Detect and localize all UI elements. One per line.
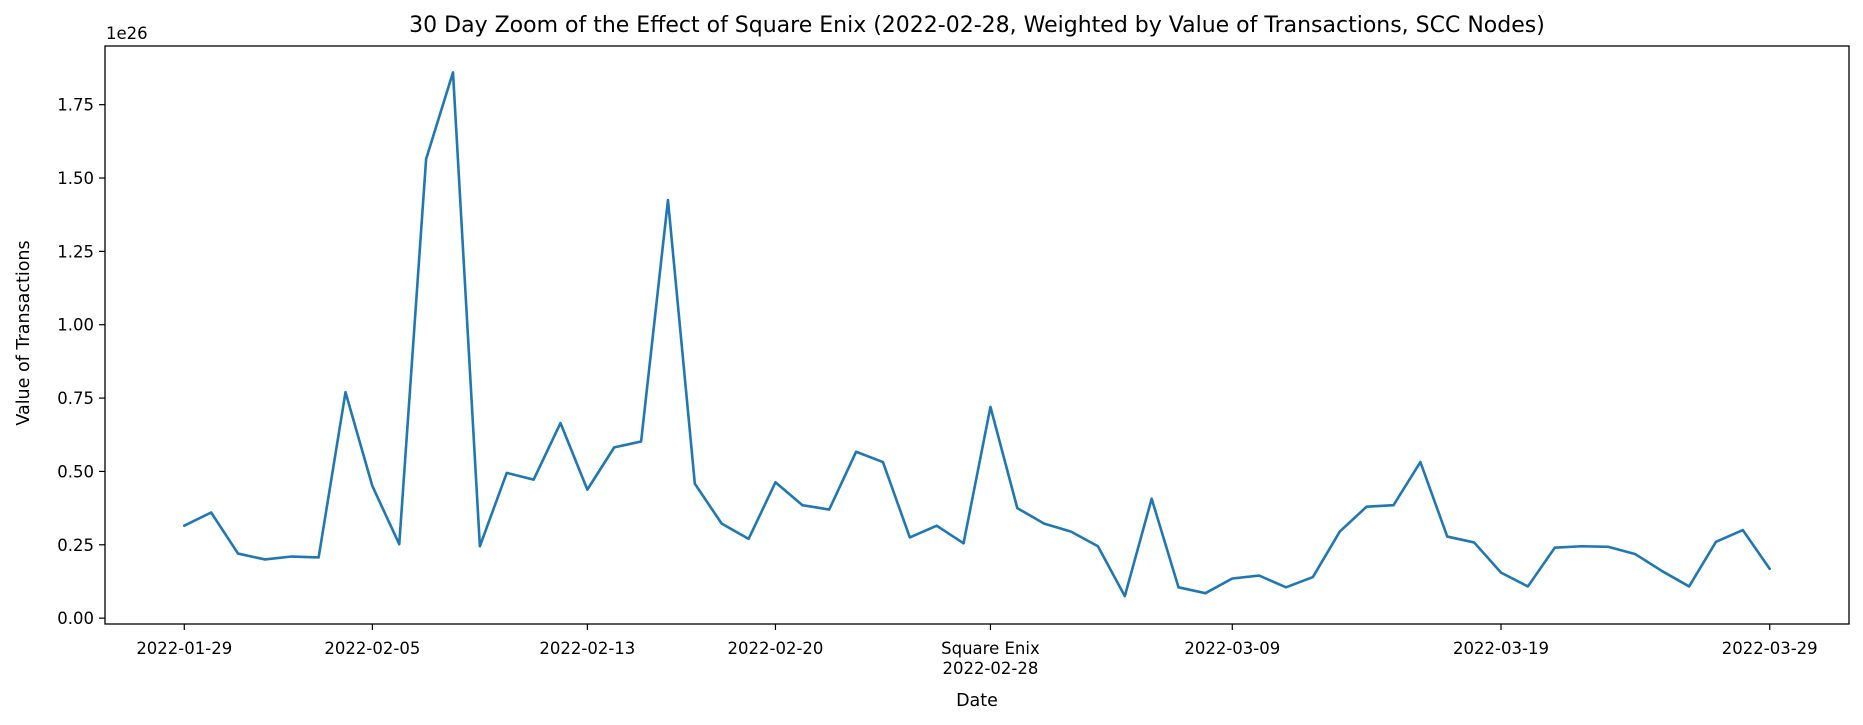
- x-tick-label: 2022-03-09: [1184, 639, 1280, 658]
- x-axis-label: Date: [956, 691, 998, 711]
- y-tick-label: 1.25: [57, 242, 94, 261]
- x-tick-label: 2022-02-05: [324, 639, 420, 658]
- y-tick-label: 0.50: [57, 462, 94, 481]
- x-tick-label: 2022-02-13: [539, 639, 635, 658]
- y-tick-label: 0.75: [57, 389, 94, 408]
- chart-title: 30 Day Zoom of the Effect of Square Enix…: [409, 13, 1545, 38]
- x-tick-label: 2022-02-20: [728, 639, 824, 658]
- y-tick-label: 1.75: [57, 96, 94, 115]
- x-tick-label: 2022-03-29: [1722, 639, 1818, 658]
- y-tick-label: 0.00: [57, 609, 94, 628]
- x-tick-label: 2022-03-19: [1453, 639, 1549, 658]
- y-axis-label: Value of Transactions: [14, 240, 34, 425]
- event-label: Square Enix: [941, 639, 1040, 658]
- series-line: [182, 71, 1772, 598]
- y-tick-label: 0.25: [57, 536, 94, 555]
- x-tick-label: 2022-01-29: [136, 639, 232, 658]
- x-tick-label: 2022-02-28: [942, 659, 1038, 678]
- y-tick-label: 1.50: [57, 169, 94, 188]
- y-tick-label: 1.00: [57, 316, 94, 335]
- y-offset-label: 1e26: [106, 24, 148, 43]
- plot-frame: [104, 45, 1850, 625]
